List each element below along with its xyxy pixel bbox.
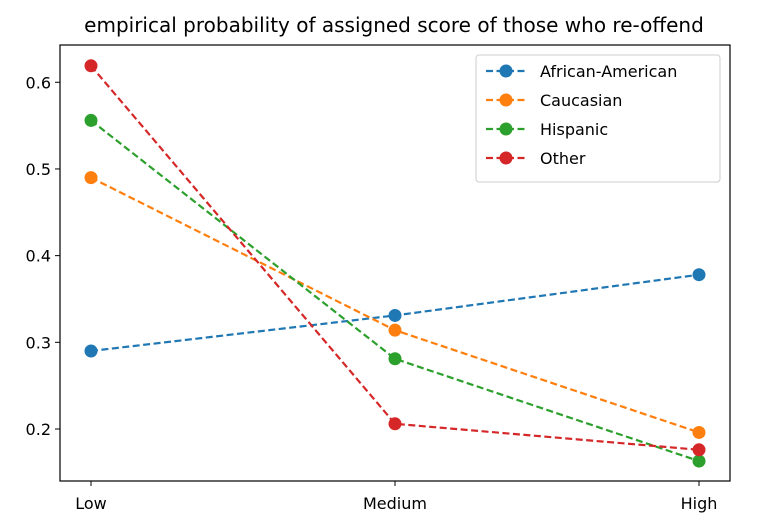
legend-marker-caucasian xyxy=(499,93,513,107)
data-point-african-american xyxy=(692,268,706,282)
data-point-hispanic xyxy=(84,113,98,127)
x-axis: Low Medium High xyxy=(75,481,717,513)
y-tick-label: 0.4 xyxy=(26,247,51,266)
legend-marker-hispanic xyxy=(499,122,513,136)
x-tick-label: High xyxy=(681,494,718,513)
data-point-hispanic xyxy=(388,352,402,366)
data-point-caucasian xyxy=(692,425,706,439)
plot-markers xyxy=(84,59,706,468)
y-tick-label: 0.3 xyxy=(26,333,51,352)
chart-title: empirical probability of assigned score … xyxy=(84,13,704,37)
series-line-caucasian xyxy=(90,176,700,434)
data-point-caucasian xyxy=(388,323,402,337)
y-tick-label: 0.5 xyxy=(26,160,51,179)
legend: African-American Caucasian Hispanic Other xyxy=(475,54,721,183)
data-point-other xyxy=(388,417,402,431)
y-tick-label: 0.6 xyxy=(26,73,51,92)
x-tick-label: Low xyxy=(75,494,107,513)
y-axis: 0.2 0.3 0.4 0.5 0.6 xyxy=(26,73,60,439)
data-point-other xyxy=(84,59,98,73)
legend-label-other: Other xyxy=(540,149,586,168)
legend-label-african-american: African-American xyxy=(540,62,677,81)
series-line-hispanic xyxy=(90,119,700,463)
legend-marker-other xyxy=(499,151,513,165)
x-tick-label: Medium xyxy=(363,494,427,513)
legend-label-caucasian: Caucasian xyxy=(540,91,622,110)
data-point-african-american xyxy=(84,344,98,358)
legend-box xyxy=(475,54,721,183)
data-point-hispanic xyxy=(692,454,706,468)
legend-marker-african-american xyxy=(499,64,513,78)
y-tick-label: 0.2 xyxy=(26,420,51,439)
legend-label-hispanic: Hispanic xyxy=(540,120,608,139)
data-point-other xyxy=(692,443,706,457)
data-point-african-american xyxy=(388,308,402,322)
data-point-caucasian xyxy=(84,171,98,185)
series-line-other xyxy=(90,65,700,451)
